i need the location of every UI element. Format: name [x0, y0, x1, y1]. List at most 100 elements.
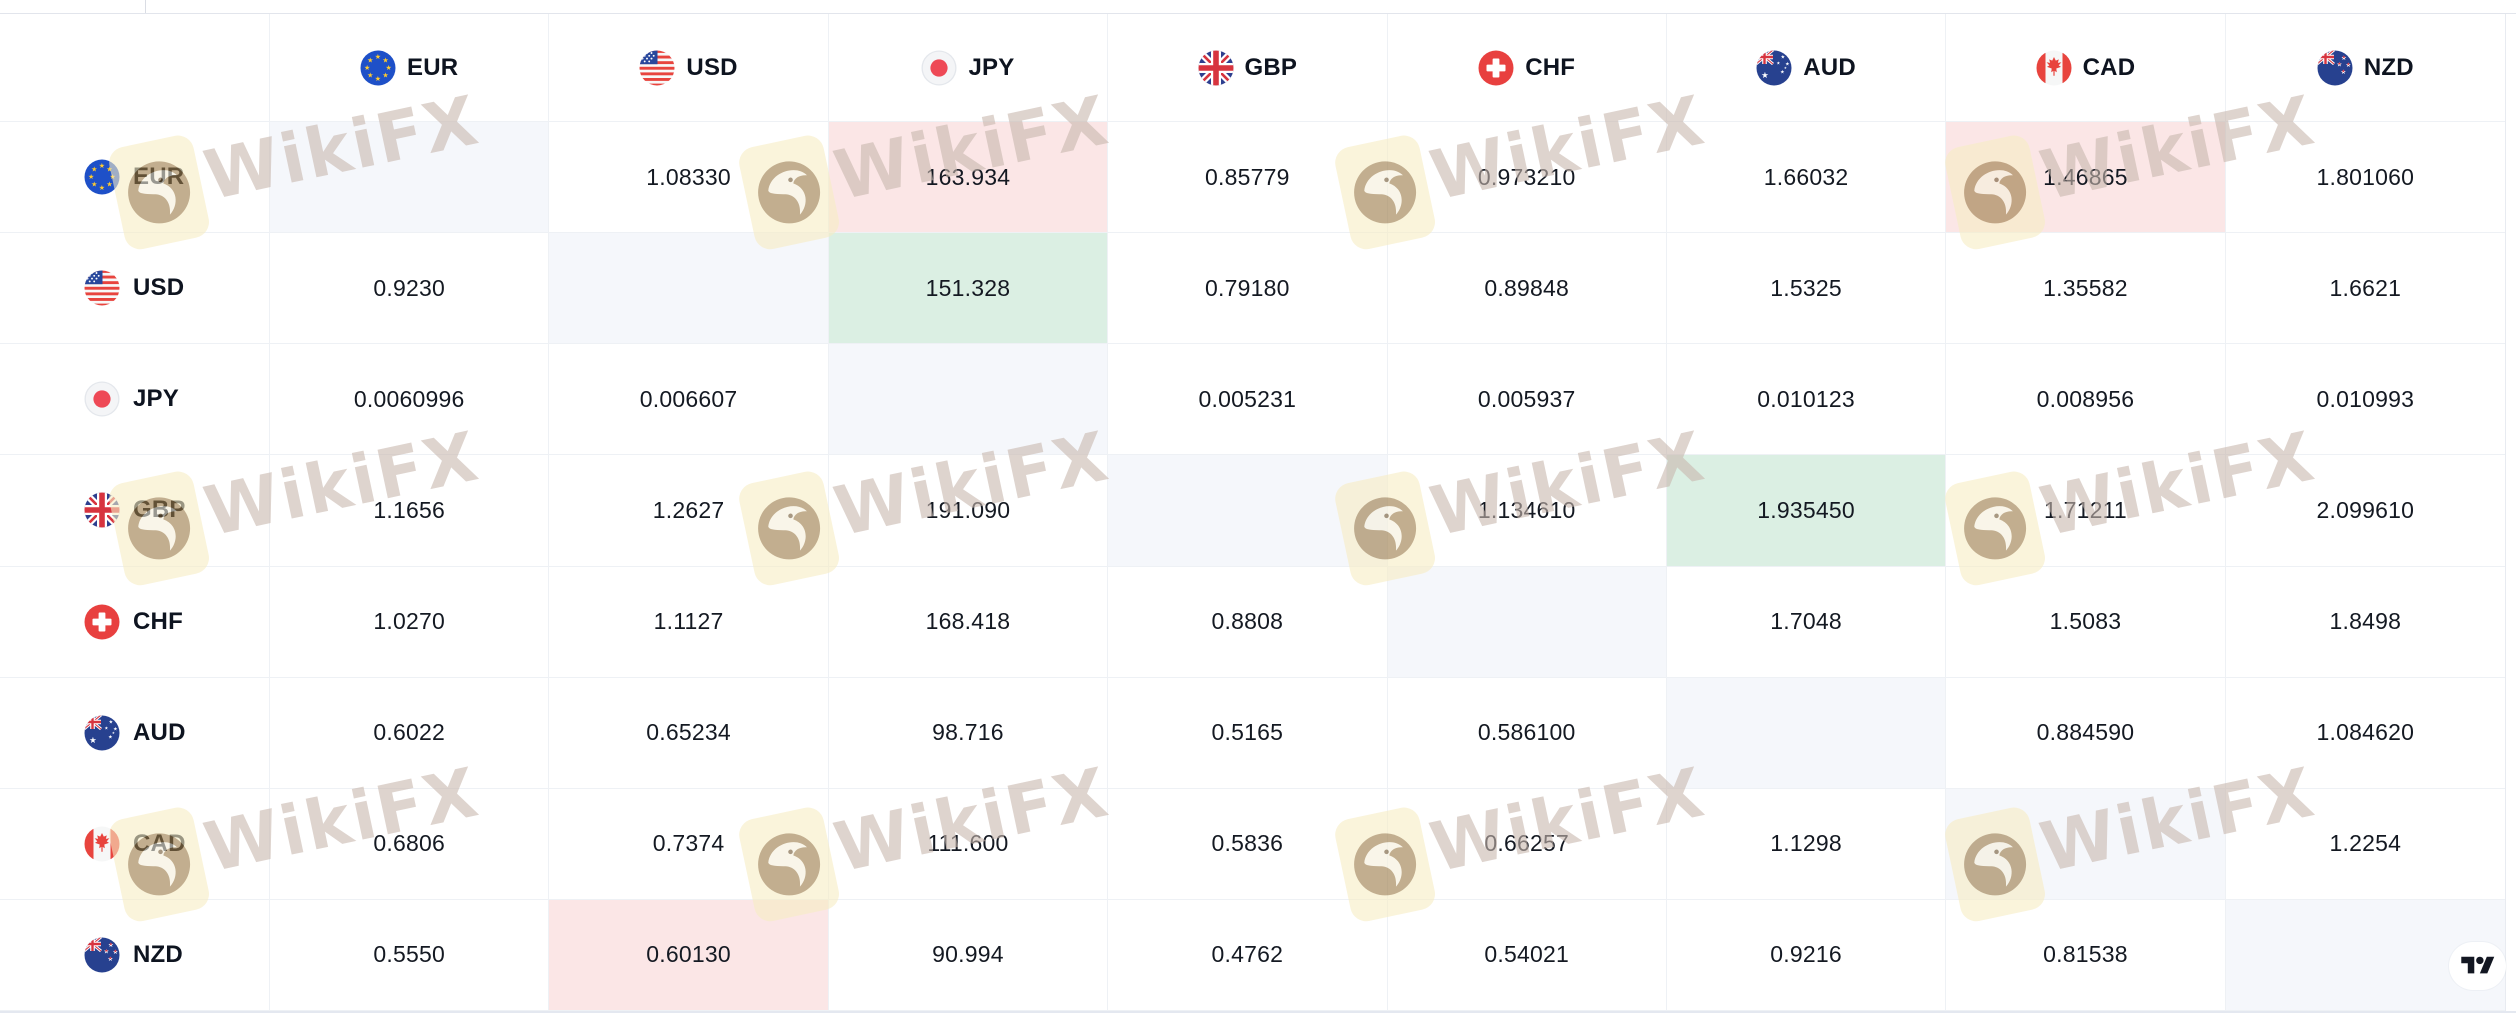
rate-cell-eur-eur[interactable]	[270, 122, 550, 234]
rate-cell-aud-aud[interactable]	[1666, 677, 1947, 789]
svg-text:★: ★	[375, 74, 381, 82]
rate-cell-aud-usd[interactable]: 0.65234	[549, 677, 829, 789]
cad-flag-icon	[2036, 50, 2072, 86]
row-header-label: NZD	[133, 940, 183, 968]
rate-cell-cad-gbp[interactable]: 0.5836	[1108, 788, 1388, 900]
rate-cell-chf-chf[interactable]	[1387, 566, 1667, 678]
rate-cell-usd-aud[interactable]: 1.5325	[1666, 233, 1947, 345]
rate-cell-cad-nzd[interactable]: 1.2254	[2225, 789, 2505, 900]
rate-cell-gbp-gbp[interactable]	[1108, 455, 1388, 567]
table-bottom-border	[0, 1011, 2516, 1013]
rate-cell-aud-eur[interactable]: 0.6022	[270, 677, 550, 789]
svg-text:★: ★	[89, 736, 97, 746]
svg-text:★: ★	[109, 719, 114, 725]
rate-cell-chf-gbp[interactable]: 0.8808	[1108, 566, 1388, 678]
rate-cell-chf-nzd[interactable]: 1.8498	[2225, 567, 2505, 678]
rate-cell-eur-chf[interactable]: 0.973210	[1387, 122, 1667, 234]
rate-cell-gbp-nzd[interactable]: 2.099610	[2225, 455, 2505, 567]
svg-text:★: ★	[375, 53, 381, 61]
svg-text:★: ★	[104, 725, 108, 731]
rate-cell-jpy-cad[interactable]: 0.008956	[1946, 344, 2226, 456]
rate-cell-aud-cad[interactable]: 0.884590	[1946, 677, 2226, 789]
rate-cell-chf-cad[interactable]: 1.5083	[1946, 566, 2226, 678]
cad-flag-icon	[84, 826, 120, 862]
svg-text:★: ★	[99, 184, 105, 192]
rate-cell-chf-eur[interactable]: 1.0270	[270, 566, 550, 678]
rate-cell-aud-chf[interactable]: 0.586100	[1387, 677, 1667, 789]
rate-cell-eur-nzd[interactable]: 1.801060	[2225, 122, 2505, 234]
aud-flag-icon: ★ ★ ★ ★ ★ ★	[84, 715, 120, 751]
rate-cell-jpy-chf[interactable]: 0.005937	[1387, 344, 1667, 456]
column-header-label: NZD	[2363, 53, 2414, 81]
svg-text:★: ★	[88, 173, 94, 181]
svg-text:★: ★	[2342, 54, 2346, 60]
column-header-eur: ★ ★ ★ ★ ★ ★ ★ ★ EUR	[270, 14, 550, 122]
rate-cell-gbp-aud[interactable]: 1.935450	[1666, 455, 1947, 567]
rate-cell-gbp-cad[interactable]: 1.71211	[1946, 455, 2226, 567]
rate-cell-gbp-eur[interactable]: 1.1656	[270, 455, 550, 567]
rate-cell-gbp-chf[interactable]: 1.134610	[1387, 455, 1667, 567]
rate-cell-cad-jpy[interactable]: 111.600	[828, 788, 1109, 900]
rate-cell-eur-gbp[interactable]: 0.85779	[1108, 122, 1388, 234]
rate-cell-nzd-aud[interactable]: 0.9216	[1666, 899, 1947, 1011]
tradingview-logo-icon	[2460, 953, 2495, 979]
rate-cell-chf-aud[interactable]: 1.7048	[1666, 566, 1947, 678]
column-header-cad: CAD	[1946, 14, 2226, 122]
rate-cell-jpy-nzd[interactable]: 0.010993	[2225, 344, 2505, 456]
rate-cell-eur-cad[interactable]: 1.46865	[1946, 122, 2226, 234]
rate-cell-usd-cad[interactable]: 1.35582	[1946, 233, 2226, 345]
rate-cell-jpy-aud[interactable]: 0.010123	[1666, 344, 1947, 456]
rate-cell-nzd-gbp[interactable]: 0.4762	[1108, 899, 1388, 1011]
rate-cell-usd-gbp[interactable]: 0.79180	[1108, 233, 1388, 345]
rate-cell-nzd-chf[interactable]: 0.54021	[1387, 899, 1667, 1011]
svg-text:★: ★	[382, 71, 388, 79]
svg-text:★: ★	[112, 730, 115, 734]
tradingview-attribution[interactable]	[2449, 942, 2506, 990]
row-header-aud: ★ ★ ★ ★ ★ ★ AUD	[0, 677, 270, 789]
rate-cell-jpy-eur[interactable]: 0.0060996	[270, 344, 550, 456]
svg-text:★: ★	[113, 726, 118, 732]
rate-cell-cad-usd[interactable]: 0.7374	[549, 788, 829, 900]
rate-cell-gbp-usd[interactable]: 1.2627	[549, 455, 829, 567]
row-header-cad: CAD	[0, 788, 270, 900]
rate-cell-cad-eur[interactable]: 0.6806	[270, 788, 550, 900]
rate-cell-chf-jpy[interactable]: 168.418	[828, 566, 1109, 678]
gbp-flag-icon	[84, 492, 120, 528]
rate-cell-nzd-eur[interactable]: 0.5550	[270, 899, 550, 1011]
rate-cell-chf-usd[interactable]: 1.1127	[549, 566, 829, 678]
rate-cell-aud-jpy[interactable]: 98.716	[828, 677, 1109, 789]
rate-cell-nzd-usd[interactable]: 0.60130	[549, 899, 829, 1011]
table-right-border	[2505, 14, 2506, 1011]
rate-cell-cad-chf[interactable]: 0.66257	[1387, 788, 1667, 900]
svg-text:★: ★	[2345, 61, 2351, 69]
rate-cell-usd-jpy[interactable]: 151.328	[828, 233, 1109, 345]
rate-cell-nzd-jpy[interactable]: 90.994	[828, 899, 1109, 1011]
eur-flag-icon: ★ ★ ★ ★ ★ ★ ★ ★	[360, 50, 396, 86]
rate-cell-jpy-jpy[interactable]	[828, 344, 1109, 456]
svg-text:★: ★	[108, 955, 114, 963]
row-header-eur: ★ ★ ★ ★ ★ ★ ★ ★ EUR	[0, 122, 270, 234]
rate-cell-gbp-jpy[interactable]: 191.090	[828, 455, 1109, 567]
rate-cell-usd-eur[interactable]: 0.9230	[270, 233, 550, 345]
rate-cell-cad-aud[interactable]: 1.1298	[1666, 788, 1947, 900]
row-header-jpy: JPY	[0, 344, 270, 456]
rate-cell-cad-cad[interactable]	[1946, 788, 2226, 900]
svg-text:★: ★	[99, 162, 105, 170]
rate-cell-eur-jpy[interactable]: 163.934	[828, 122, 1109, 234]
svg-text:★: ★	[2346, 61, 2350, 67]
rate-cell-eur-aud[interactable]: 1.66032	[1666, 122, 1947, 234]
rate-cell-usd-chf[interactable]: 0.89848	[1387, 233, 1667, 345]
rate-cell-aud-nzd[interactable]: 1.084620	[2225, 678, 2505, 789]
rate-cell-aud-gbp[interactable]: 0.5165	[1108, 677, 1388, 789]
rate-cell-nzd-cad[interactable]: 0.81538	[1946, 899, 2226, 1011]
forex-cross-rates-matrix: ★ ★ ★ ★ ★ ★ ★ ★ EUR USD JPY GBP CHF ★ ★ ★ ★ ★ ★ AUD CAD ★ ★ ★ ★ ★…	[0, 14, 2505, 1011]
svg-text:★: ★	[1785, 61, 1790, 67]
rate-cell-jpy-gbp[interactable]: 0.005231	[1108, 344, 1388, 456]
rate-cell-usd-nzd[interactable]: 1.6621	[2225, 233, 2505, 345]
column-header-label: USD	[686, 53, 738, 81]
svg-text:★: ★	[113, 948, 117, 954]
rate-cell-usd-usd[interactable]	[549, 233, 829, 345]
row-header-usd: USD	[0, 233, 270, 345]
rate-cell-jpy-usd[interactable]: 0.006607	[549, 344, 829, 456]
rate-cell-eur-usd[interactable]: 1.08330	[549, 122, 829, 234]
